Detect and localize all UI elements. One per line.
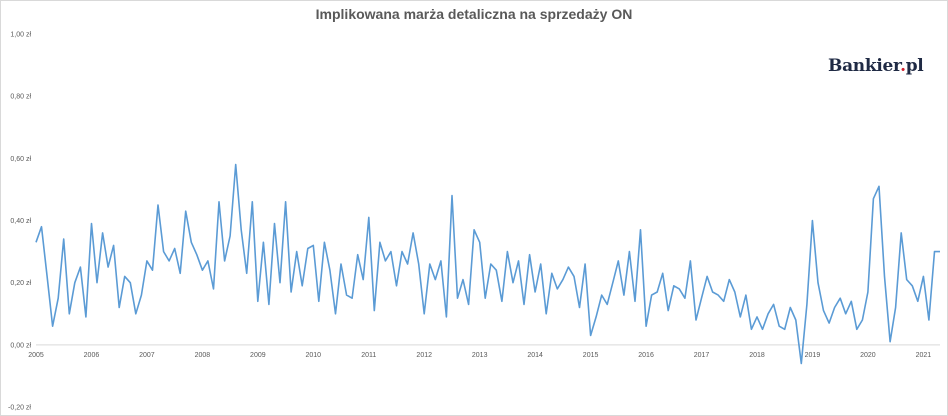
x-tick-label: 2007	[139, 352, 155, 359]
y-tick-label: 0,60 zł	[10, 156, 31, 163]
logo-suffix: pl	[905, 56, 924, 76]
x-tick-label: 2005	[28, 352, 44, 359]
x-tick-label: 2015	[583, 352, 599, 359]
x-tick-label: 2021	[916, 352, 932, 359]
y-tick-label: 0,40 zł	[10, 218, 31, 225]
series-line	[35, 163, 940, 365]
logo-dot: .	[900, 56, 906, 76]
x-tick-label: 2009	[250, 352, 266, 359]
x-tick-label: 2014	[527, 352, 543, 359]
y-tick-label: -0,20 zł	[8, 405, 31, 412]
x-tick-label: 2013	[472, 352, 488, 359]
x-tick-label: 2010	[306, 352, 322, 359]
x-tick-label: 2012	[416, 352, 432, 359]
y-tick-label: 1,00 zł	[10, 32, 31, 39]
x-tick-label: 2018	[749, 352, 765, 359]
x-tick-label: 2019	[805, 352, 821, 359]
x-tick-label: 2006	[84, 352, 100, 359]
x-tick-label: 2011	[361, 352, 376, 359]
bankier-logo: Bankier.pl	[828, 56, 924, 76]
x-tick-label: 2016	[638, 352, 654, 359]
y-tick-label: 0,00 zł	[10, 342, 31, 349]
y-tick-label: 0,20 zł	[10, 280, 31, 287]
logo-name: Bankier	[828, 56, 901, 76]
x-tick-label: 2008	[195, 352, 211, 359]
x-tick-label: 2020	[860, 352, 876, 359]
y-tick-label: 0,80 zł	[10, 94, 31, 101]
chart-title: Implikowana marża detaliczna na sprzedaż…	[315, 6, 633, 22]
x-tick-label: 2017	[694, 352, 710, 359]
